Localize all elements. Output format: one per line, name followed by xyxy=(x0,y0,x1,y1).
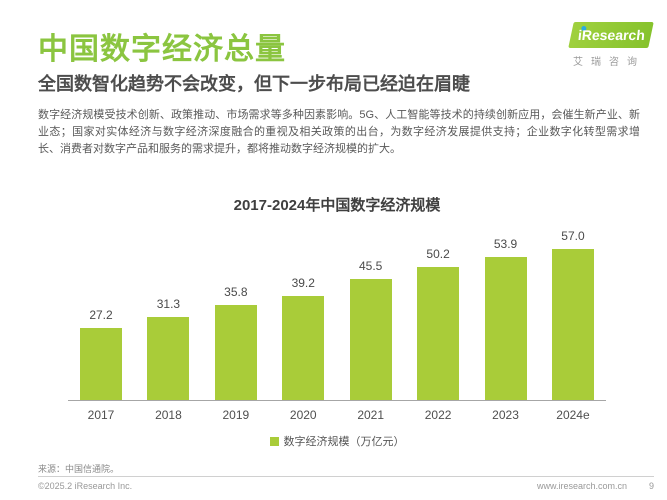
bar-group-2023: 53.9 xyxy=(473,237,539,400)
plot-area: 27.2 31.3 35.8 39.2 45.5 50.2 xyxy=(68,216,606,401)
bar-value-label: 27.2 xyxy=(89,308,113,322)
page-title: 中国数字经济总量 xyxy=(38,33,286,66)
website-url: www.iresearch.com.cn xyxy=(536,481,627,491)
footer: ©2025.2 iResearch Inc. www.iresearch.com… xyxy=(38,481,654,491)
x-label-2017: 2017 xyxy=(87,408,115,422)
bar-2019 xyxy=(214,305,257,400)
x-label-2019: 2019 xyxy=(222,408,250,422)
bar-value-label: 50.2 xyxy=(426,247,450,261)
x-axis-labels: 2017 2018 2019 2020 2021 2022 2023 2024e xyxy=(68,401,606,422)
bar-2022 xyxy=(417,267,460,400)
intro-paragraph: 数字经济规模受技术创新、政策推动、市场需求等多种因素影响。5G、人工智能等技术的… xyxy=(38,109,640,155)
bar-value-label: 31.3 xyxy=(156,297,181,311)
bar-2021 xyxy=(349,279,392,400)
bar-group-2022: 50.2 xyxy=(405,247,471,400)
x-label-2022: 2022 xyxy=(424,408,452,422)
page-subtitle: 全国数智化趋势不会改变，但下一步布局已经迫在眉睫 xyxy=(38,74,470,94)
bar-group-2021: 45.5 xyxy=(338,259,404,400)
bar-group-2017: 27.2 xyxy=(68,308,134,400)
copyright-text: ©2025.2 iResearch Inc. xyxy=(38,481,133,491)
iresearch-logo-badge: iResearch xyxy=(568,22,654,48)
x-label-2021: 2021 xyxy=(357,408,385,422)
footer-divider xyxy=(38,476,654,477)
bar-chart: 2017-2024年中国数字经济规模 27.2 31.3 35.8 39.2 4… xyxy=(68,196,606,449)
bar-2018 xyxy=(147,317,190,400)
bar-value-label: 53.9 xyxy=(493,237,518,251)
logo-cn-text: 艾瑞咨询 xyxy=(573,57,645,68)
bar-group-2019: 35.8 xyxy=(203,285,269,400)
page-number: 9 xyxy=(648,481,654,491)
x-label-2023: 2023 xyxy=(492,408,519,422)
bar-value-label: 45.5 xyxy=(359,259,383,273)
legend-label: 数字经济规模（万亿元） xyxy=(283,436,405,448)
x-label-2020: 2020 xyxy=(289,408,317,422)
logo-brand-cn: 艾瑞咨询 xyxy=(571,53,651,68)
bar-2020 xyxy=(282,296,325,400)
bar-group-2018: 31.3 xyxy=(135,297,201,400)
chart-legend: 数字经济规模（万亿元） xyxy=(68,433,606,449)
bar-2017 xyxy=(80,328,122,400)
x-label-2018: 2018 xyxy=(155,408,182,422)
bar-value-label: 39.2 xyxy=(291,276,315,290)
bar-value-label: 57.0 xyxy=(561,229,585,243)
bar-2023 xyxy=(484,257,527,400)
logo-brand-text: iResearch xyxy=(576,27,646,43)
chart-title: 2017-2024年中国数字经济规模 xyxy=(233,197,441,214)
bar-value-label: 35.8 xyxy=(224,285,248,299)
x-label-2024e: 2024e xyxy=(556,408,590,422)
bar-group-2024e: 57.0 xyxy=(540,229,606,400)
bar-2024e xyxy=(551,249,594,400)
bar-group-2020: 39.2 xyxy=(270,276,336,400)
legend-swatch-icon xyxy=(269,436,279,446)
source-note: 来源：中国信通院。 xyxy=(38,464,120,474)
iresearch-logo: iResearch 艾瑞咨询 xyxy=(568,22,654,68)
